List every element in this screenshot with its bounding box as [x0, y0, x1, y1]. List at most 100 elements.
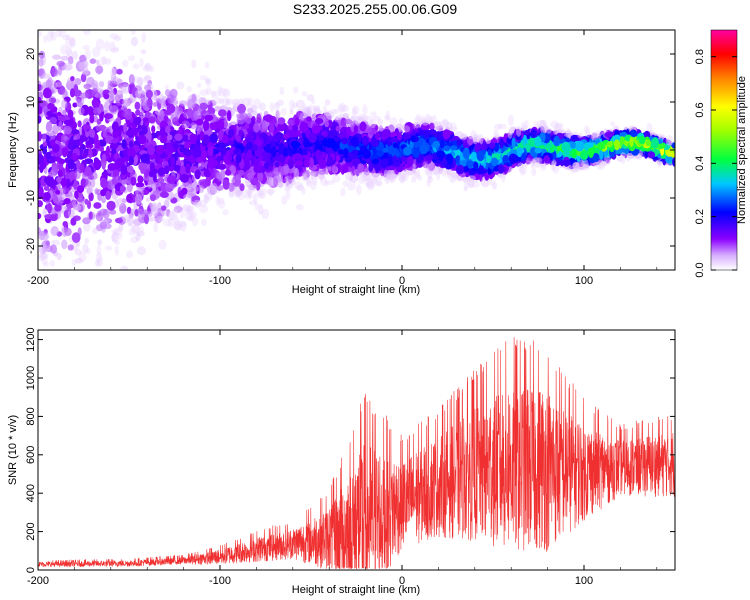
spectrogram-cell — [110, 67, 117, 78]
spectrogram-cell — [121, 83, 130, 94]
spectrogram-cell — [341, 104, 349, 113]
spectrogram-cell — [166, 103, 176, 114]
spectrogram-cell — [54, 204, 62, 212]
spectrogram-cell — [38, 115, 42, 124]
spectrogram-cell — [218, 200, 226, 209]
spectrogram-cell — [193, 185, 199, 193]
spectrogram-cell — [305, 176, 314, 184]
spectrogram-cell — [340, 117, 347, 127]
spectrogram-cell — [252, 158, 260, 166]
spectrogram-cell — [199, 199, 207, 208]
spectrogram-cell — [275, 102, 280, 108]
spectrogram-cell — [231, 99, 241, 105]
spectrogram-cell — [617, 155, 624, 162]
spectrogram-cell — [82, 60, 89, 68]
spectrogram-cell — [120, 164, 128, 176]
spectrogram-cell — [381, 147, 390, 153]
spectrogram-cell — [109, 33, 119, 39]
spectrogram-cell — [94, 259, 101, 267]
spectrogram-cell — [519, 164, 525, 176]
spectrogram-cell — [228, 128, 235, 137]
spectrogram-cell — [107, 83, 114, 90]
spectrogram-cell — [82, 243, 89, 254]
spectrogram-cell — [71, 259, 77, 266]
spectrogram-cell — [64, 64, 73, 71]
spectrogram-cell — [426, 161, 436, 173]
spectrogram-cell — [279, 154, 284, 162]
spectrogram-cell — [72, 152, 77, 161]
spectrogram-cell — [125, 130, 134, 136]
spectrogram-cell — [137, 124, 142, 130]
spectrogram-cell — [276, 99, 284, 107]
spectrogram-cell — [266, 188, 276, 195]
spectrogram-cell — [139, 58, 144, 68]
spectrogram-cell — [70, 217, 77, 226]
spectrogram-cell — [205, 176, 211, 187]
spectrogram-cell — [93, 159, 102, 171]
spectrogram-cell — [317, 135, 325, 141]
spectrogram-cell — [425, 154, 433, 161]
spectrogram-cell — [540, 125, 547, 133]
spectrogram-cell — [361, 135, 369, 146]
spectrogram-cell — [370, 139, 380, 148]
spectrogram-cell — [188, 210, 197, 219]
spectrogram-cell — [82, 222, 91, 232]
spectrogram-cell — [377, 118, 383, 126]
spectrogram-cell — [63, 119, 72, 126]
spectrogram-cell — [82, 280, 90, 286]
spectrogram-cell — [80, 178, 87, 188]
spectrogram-cell — [82, 30, 91, 36]
spectrogram-cell — [253, 98, 261, 109]
spectrogram-cell — [83, 83, 92, 89]
spectrogram-cell — [58, 120, 63, 132]
spectrogram-cell — [165, 209, 171, 217]
spectrogram-cell — [291, 102, 299, 109]
spectrogram-cell — [112, 46, 120, 52]
spectrogram-cell — [167, 217, 176, 228]
spectrogram-cell — [61, 226, 68, 237]
spectrogram-cell — [310, 172, 316, 180]
spectrogram-cell — [418, 115, 425, 124]
spectrogram-cell — [78, 140, 83, 147]
spectrogram-cell — [208, 127, 213, 136]
spectrogram-cell — [49, 302, 55, 309]
spectrogram-cell — [135, 116, 142, 124]
spectrogram-cell — [85, 140, 92, 146]
spectrogram-cell — [149, 65, 155, 73]
spectrogram-cell — [56, 30, 62, 38]
spectrogram-cell — [338, 102, 347, 112]
spectrogram-cell — [426, 179, 431, 187]
spectrogram-cell — [130, 236, 139, 244]
spectrogram-cell — [268, 165, 274, 172]
spectrogram-cell — [131, 36, 138, 47]
spectrogram-cell — [230, 178, 236, 184]
spectrogram-cell — [112, 35, 122, 41]
spectrogram-cell — [311, 98, 316, 105]
spectrogram-cell — [499, 138, 504, 149]
spectrogram-cell — [442, 119, 448, 130]
spectrogram-cell — [109, 47, 119, 53]
spectrogram-cell — [421, 120, 429, 126]
spectrogram-cell — [498, 164, 504, 174]
spectrogram-cell — [179, 173, 190, 183]
spectrogram-cell — [49, 31, 54, 38]
spectrogram-cell — [168, 165, 174, 172]
spectrogram-cell — [225, 98, 231, 106]
spectrogram-cell — [137, 90, 144, 101]
spectrogram-cell — [222, 179, 230, 190]
spectrogram-cell — [160, 205, 167, 211]
spectrogram-cell — [217, 119, 225, 131]
spectrogram-cell — [52, 193, 61, 204]
spectrogram-cell — [38, 200, 43, 208]
spectrogram-cell — [89, 58, 97, 64]
spectrogram-cell — [96, 269, 98, 270]
spectrogram-cell — [128, 140, 134, 149]
spectrogram-cell — [47, 171, 57, 177]
spectrogram-cell — [155, 145, 164, 155]
spectrogram-cell — [42, 207, 48, 217]
spectrogram-cell — [127, 215, 134, 227]
spectrogram-cell — [337, 105, 345, 114]
spectrogram-cell — [301, 187, 306, 195]
spectrogram-cell — [147, 79, 152, 87]
